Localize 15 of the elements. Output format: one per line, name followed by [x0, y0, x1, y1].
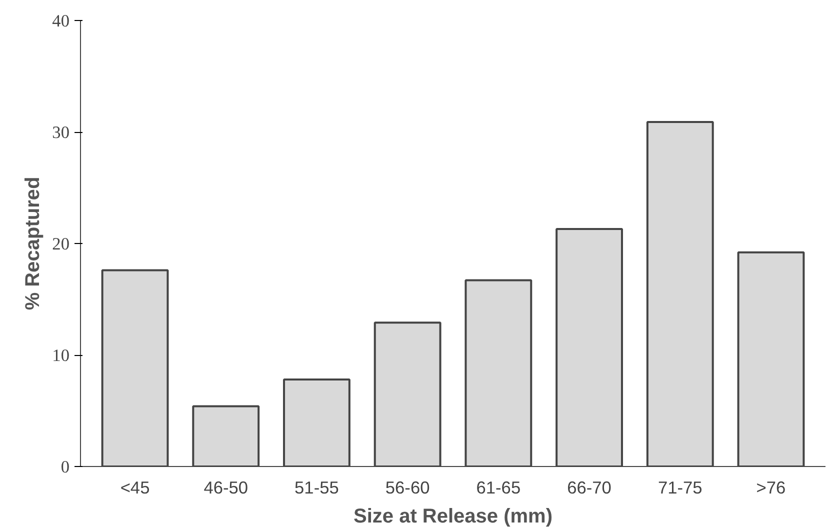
- y-tick-label: 30: [52, 123, 70, 142]
- x-tick-label: <45: [120, 478, 150, 498]
- y-tick-label: 0: [60, 458, 70, 476]
- x-axis-title: Size at Release (mm): [354, 506, 552, 528]
- x-tick-label: 71-75: [658, 478, 702, 498]
- x-tick-label: 46-50: [204, 478, 248, 498]
- x-tick-label: 66-70: [567, 478, 612, 498]
- x-tick-label: 56-60: [385, 478, 430, 498]
- y-tick-label: 20: [52, 234, 70, 254]
- x-tick-label: 61-65: [476, 478, 521, 498]
- y-tick-label: 40: [52, 12, 70, 30]
- x-tick-label: 51-55: [294, 478, 339, 498]
- y-tick-label: 10: [52, 346, 70, 365]
- y-axis-title: % Recaptured: [22, 176, 44, 310]
- x-tick-label: >76: [756, 478, 786, 498]
